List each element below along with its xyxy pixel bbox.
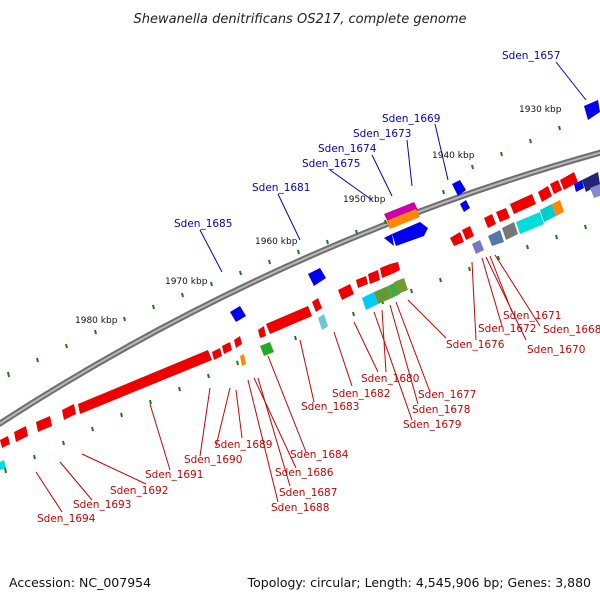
gene-sden-1680c[interactable] <box>368 270 380 284</box>
gene-sden-1683b[interactable] <box>312 298 322 312</box>
gene-sden-1679[interactable] <box>362 292 378 310</box>
scale-label-1940: 1940 kbp <box>432 151 475 161</box>
gene-sden-1675b[interactable] <box>384 234 394 246</box>
gene-label-sden-1692[interactable]: Sden_1692 <box>110 485 168 497</box>
gene-sden-1695[interactable] <box>0 460 6 470</box>
gene-sden-1680d[interactable] <box>380 264 392 278</box>
gene-sden-1681[interactable] <box>308 268 326 286</box>
gene-label-sden-1671[interactable]: Sden_1671 <box>503 310 561 322</box>
gene-sden-1684[interactable] <box>258 326 266 338</box>
gene-sden-1659[interactable] <box>574 180 584 192</box>
gene-sden-1693[interactable] <box>14 426 28 442</box>
gene-sden-1684b[interactable] <box>260 342 274 356</box>
gene-sden-1668b[interactable] <box>552 200 564 216</box>
gene-label-sden-1685[interactable]: Sden_1685 <box>174 218 232 230</box>
gene-sden-1678[interactable] <box>374 286 392 304</box>
gene-sden-1664[interactable] <box>560 172 578 190</box>
scale-ticks <box>4 125 587 474</box>
gene-label-sden-1684[interactable]: Sden_1684 <box>290 449 349 461</box>
gene-sden-1669[interactable] <box>452 180 466 196</box>
gene-sden-1692[interactable] <box>36 416 52 432</box>
gene-label-sden-1673[interactable]: Sden_1673 <box>353 128 411 140</box>
forward-strand-genes <box>230 100 600 322</box>
gene-label-sden-1690[interactable]: Sden_1690 <box>184 454 242 466</box>
label-leader-lines <box>35 61 587 513</box>
gene-label-sden-1669[interactable]: Sden_1669 <box>382 113 440 125</box>
gene-sden-1682[interactable] <box>318 314 328 330</box>
gene-sden-1660[interactable] <box>582 172 600 192</box>
inner-gene-labels: Sden_1671 Sden_1668 Sden_1672 Sden_1670 … <box>37 310 600 525</box>
gene-sden-1676[interactable] <box>450 232 464 246</box>
gene-label-sden-1691[interactable]: Sden_1691 <box>145 469 203 481</box>
gene-sden-1670[interactable] <box>516 212 544 234</box>
gene-label-sden-1689[interactable]: Sden_1689 <box>214 439 272 451</box>
gene-sden-1680[interactable] <box>338 284 354 300</box>
gene-label-sden-1682[interactable]: Sden_1682 <box>332 388 390 400</box>
gene-sden-1691[interactable] <box>62 404 76 420</box>
gene-sden-1690[interactable] <box>78 350 212 414</box>
map-title: Shewanella denitrificans OS217, complete… <box>134 12 467 27</box>
gene-label-sden-1657[interactable]: Sden_1657 <box>502 50 560 62</box>
gene-sden-1680b[interactable] <box>356 276 368 288</box>
gene-sden-1676c[interactable] <box>472 240 484 254</box>
gene-label-sden-1680[interactable]: Sden_1680 <box>361 373 419 385</box>
gene-sden-1675[interactable] <box>392 222 428 246</box>
gene-label-sden-1686[interactable]: Sden_1686 <box>275 467 334 479</box>
gene-label-sden-1694[interactable]: Sden_1694 <box>37 513 96 525</box>
gene-sden-1661[interactable] <box>590 184 600 198</box>
gene-label-sden-1678[interactable]: Sden_1678 <box>412 404 470 416</box>
gene-label-sden-1675[interactable]: Sden_1675 <box>302 158 360 170</box>
gene-label-sden-1693[interactable]: Sden_1693 <box>73 499 131 511</box>
gene-sden-1687[interactable] <box>234 336 242 348</box>
gene-sden-1686[interactable] <box>240 354 246 366</box>
accession-info: Accession: NC_007954 <box>9 575 152 590</box>
gene-label-sden-1687[interactable]: Sden_1687 <box>279 487 337 499</box>
gene-sden-1683[interactable] <box>266 306 312 334</box>
gene-label-sden-1672[interactable]: Sden_1672 <box>478 323 536 335</box>
gene-sden-1668[interactable] <box>540 204 556 222</box>
gene-label-sden-1676[interactable]: Sden_1676 <box>446 339 505 351</box>
gene-sden-1657[interactable] <box>584 100 600 120</box>
genome-backbone-highlight <box>0 151 600 425</box>
scale-label-1970: 1970 kbp <box>165 277 208 287</box>
gene-sden-1673[interactable] <box>384 202 418 222</box>
gene-sden-1689[interactable] <box>212 348 222 360</box>
gene-sden-1667[interactable] <box>460 200 470 212</box>
scale-labels: 1930 kbp 1940 kbp 1950 kbp 1960 kbp 1970… <box>75 105 562 326</box>
scale-label-1950: 1950 kbp <box>343 195 386 205</box>
gene-sden-1666[interactable] <box>538 186 552 202</box>
scale-label-1930: 1930 kbp <box>519 105 562 115</box>
gene-label-sden-1668[interactable]: Sden_1668 <box>543 324 600 336</box>
scale-label-1980: 1980 kbp <box>75 316 118 326</box>
gene-sden-1665[interactable] <box>550 180 562 194</box>
gene-sden-1674[interactable] <box>386 209 420 229</box>
reverse-strand-genes <box>0 172 578 470</box>
gene-label-sden-1688[interactable]: Sden_1688 <box>271 502 329 514</box>
gene-sden-1671b[interactable] <box>502 222 518 240</box>
gene-label-sden-1677[interactable]: Sden_1677 <box>418 389 476 401</box>
gene-sden-1694[interactable] <box>0 436 10 448</box>
gene-label-sden-1681[interactable]: Sden_1681 <box>252 182 310 194</box>
gene-label-sden-1683[interactable]: Sden_1683 <box>301 401 359 413</box>
gene-sden-1676b[interactable] <box>462 226 474 240</box>
gene-label-sden-1679[interactable]: Sden_1679 <box>403 419 461 431</box>
gene-sden-1685[interactable] <box>230 306 246 322</box>
scale-label-1960: 1960 kbp <box>255 237 298 247</box>
gene-sden-1672b[interactable] <box>496 208 510 222</box>
gene-sden-1671[interactable] <box>488 230 504 246</box>
gene-label-sden-1674[interactable]: Sden_1674 <box>318 143 377 155</box>
gene-sden-1672c[interactable] <box>510 194 536 214</box>
gene-sden-1672[interactable] <box>484 214 496 228</box>
genome-summary: Topology: circular; Length: 4,545,906 bp… <box>247 575 591 590</box>
outer-gene-labels: Sden_1657 Sden_1669 Sden_1673 Sden_1674 … <box>174 50 560 230</box>
gene-label-sden-1670[interactable]: Sden_1670 <box>527 344 585 356</box>
gene-sden-1677b[interactable] <box>394 278 408 294</box>
gene-sden-1680e[interactable] <box>390 262 400 274</box>
gene-sden-1688[interactable] <box>222 342 232 354</box>
